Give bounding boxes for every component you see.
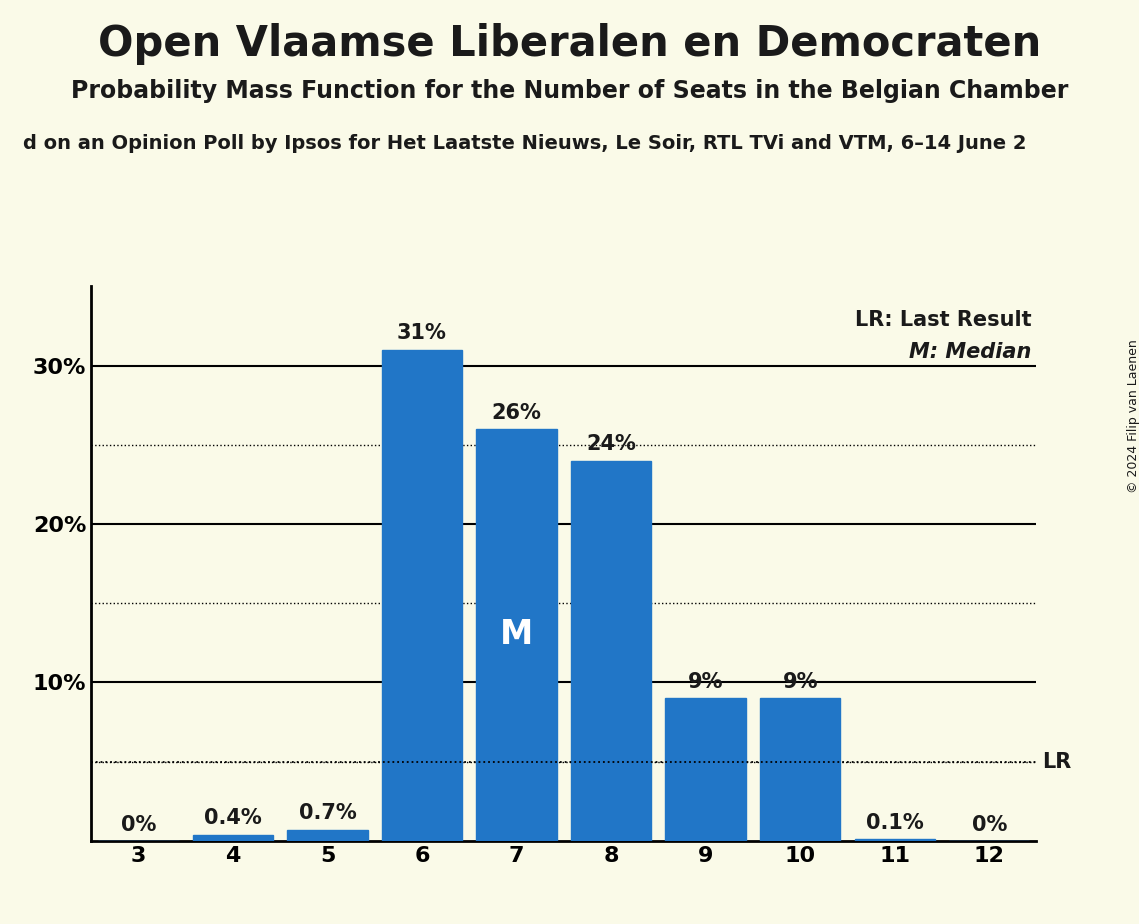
Text: d on an Opinion Poll by Ipsos for Het Laatste Nieuws, Le Soir, RTL TVi and VTM, : d on an Opinion Poll by Ipsos for Het La…: [23, 134, 1026, 153]
Text: LR: Last Result: LR: Last Result: [855, 310, 1032, 330]
Bar: [287, 830, 368, 841]
Text: Probability Mass Function for the Number of Seats in the Belgian Chamber: Probability Mass Function for the Number…: [71, 79, 1068, 103]
Text: M: M: [500, 618, 533, 651]
Text: © 2024 Filip van Laenen: © 2024 Filip van Laenen: [1126, 339, 1139, 492]
Bar: [854, 839, 935, 841]
Bar: [571, 461, 652, 841]
Text: LR: LR: [1042, 751, 1072, 772]
Bar: [760, 699, 841, 841]
Text: 24%: 24%: [587, 434, 636, 455]
Text: 9%: 9%: [782, 672, 818, 692]
Text: 0.4%: 0.4%: [204, 808, 262, 828]
Bar: [476, 429, 557, 841]
Text: 0%: 0%: [121, 814, 156, 834]
Text: 0%: 0%: [972, 814, 1007, 834]
Text: 0.7%: 0.7%: [298, 803, 357, 823]
Text: 26%: 26%: [492, 403, 541, 422]
Text: M: Median: M: Median: [909, 342, 1032, 362]
Text: 0.1%: 0.1%: [866, 813, 924, 833]
Text: 31%: 31%: [398, 323, 446, 344]
Text: 9%: 9%: [688, 672, 723, 692]
Bar: [192, 834, 273, 841]
Bar: [382, 350, 462, 841]
Text: Open Vlaamse Liberalen en Democraten: Open Vlaamse Liberalen en Democraten: [98, 23, 1041, 65]
Bar: [665, 699, 746, 841]
